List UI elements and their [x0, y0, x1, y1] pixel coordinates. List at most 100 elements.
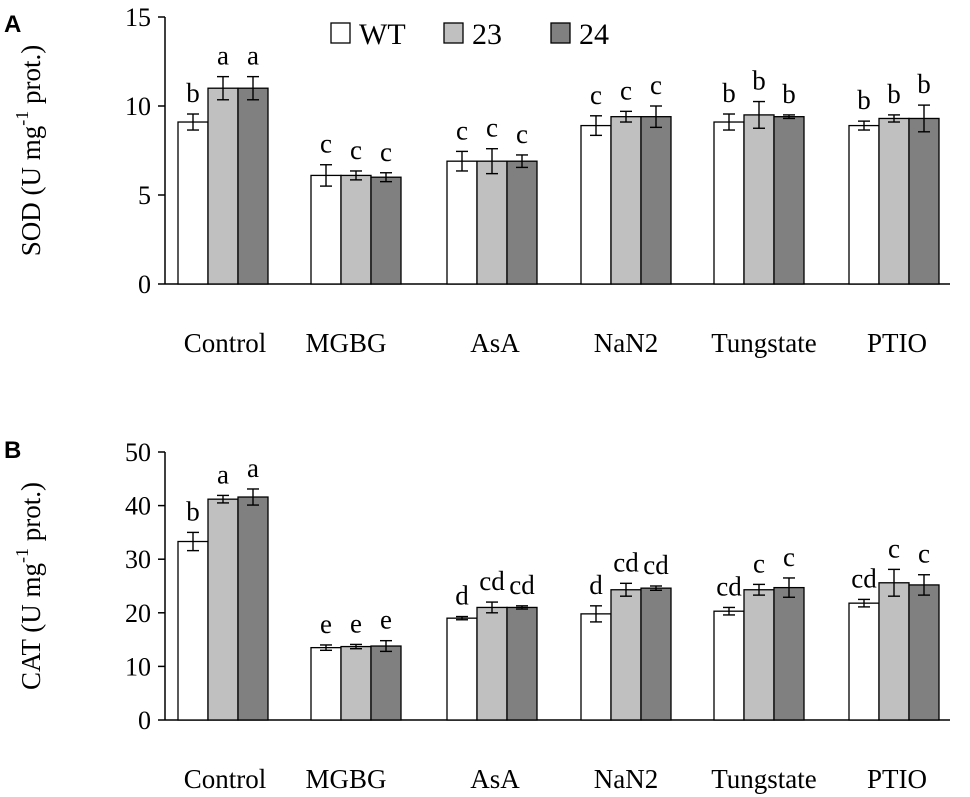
significance-label: b — [722, 78, 736, 108]
significance-label: a — [247, 453, 259, 483]
bar — [446, 617, 478, 721]
bar — [506, 160, 538, 285]
significance-label: b — [186, 496, 200, 526]
category-label: Tungstate — [711, 328, 817, 358]
y-tick-label: 10 — [125, 652, 151, 681]
significance-label: d — [589, 570, 603, 600]
y-axis-label-text: CAT (U mg-1 prot.) — [12, 482, 46, 690]
bar — [908, 584, 940, 721]
panel-letter-a: A — [4, 11, 21, 38]
significance-label: b — [917, 69, 931, 99]
y-tick-label: 15 — [125, 3, 151, 32]
bar — [340, 174, 372, 285]
bar — [237, 496, 269, 721]
y-tick-label: 30 — [125, 545, 151, 574]
significance-label: c — [486, 113, 498, 143]
significance-label: e — [350, 608, 362, 638]
significance-label: c — [456, 115, 468, 145]
bar — [580, 124, 612, 285]
category-label: Tungstate — [711, 764, 817, 794]
y-axis-label: CAT (U mg-1 prot.) — [12, 482, 46, 690]
y-tick-label: 20 — [125, 599, 151, 628]
bar — [207, 87, 239, 285]
bar — [743, 589, 775, 721]
bar — [446, 160, 478, 285]
y-axis-label-main: CAT (U mg — [16, 563, 46, 690]
y-axis-label-tail: prot.) — [16, 45, 46, 111]
bar — [713, 121, 745, 285]
y-tick-label: 0 — [138, 270, 151, 299]
bar — [340, 645, 372, 721]
significance-label: a — [217, 41, 229, 71]
significance-label: cd — [716, 571, 742, 601]
significance-label: a — [247, 41, 259, 71]
significance-label: c — [350, 135, 362, 165]
bar — [370, 645, 402, 721]
significance-label: a — [217, 459, 229, 489]
significance-label: e — [380, 605, 392, 635]
y-axis-label-sup: -1 — [12, 111, 32, 126]
bar — [207, 498, 239, 721]
significance-label: c — [918, 539, 930, 569]
significance-label: cd — [613, 547, 639, 577]
significance-label: b — [782, 79, 796, 109]
significance-label: c — [590, 80, 602, 110]
bar — [773, 116, 805, 285]
bar — [476, 160, 508, 285]
significance-label: c — [320, 129, 332, 159]
bar — [177, 540, 209, 721]
significance-label: cd — [643, 550, 669, 580]
significance-label: b — [186, 78, 200, 108]
significance-label: c — [753, 548, 765, 578]
bar — [610, 589, 642, 721]
y-tick-label: 5 — [138, 181, 151, 210]
panel-letter-b: B — [4, 437, 21, 464]
category-label: AsA — [470, 764, 520, 794]
bar — [878, 582, 910, 721]
y-axis-label-tail: prot.) — [16, 482, 46, 548]
category-label: MGBG — [305, 764, 386, 794]
bar — [476, 606, 508, 721]
significance-label: d — [455, 581, 469, 611]
significance-label: cd — [479, 566, 505, 596]
significance-label: c — [650, 70, 662, 100]
bar — [610, 116, 642, 285]
significance-label: c — [380, 137, 392, 167]
bar — [310, 646, 342, 721]
significance-label: c — [783, 542, 795, 572]
legend-swatch — [330, 22, 351, 44]
y-axis-label-sup: -1 — [12, 548, 32, 563]
significance-label: c — [516, 119, 528, 149]
y-tick-label: 40 — [125, 492, 151, 521]
significance-label: c — [888, 533, 900, 563]
bar — [506, 606, 538, 721]
category-label: PTIO — [867, 328, 927, 358]
bar — [640, 587, 672, 721]
y-axis-label-main: SOD (U mg — [16, 126, 46, 257]
significance-label: cd — [509, 570, 535, 600]
bar — [908, 117, 940, 285]
bar — [237, 87, 269, 285]
y-tick-label: 50 — [125, 438, 151, 467]
significance-label: b — [857, 85, 871, 115]
significance-label: b — [752, 66, 766, 96]
legend-swatch — [550, 22, 571, 44]
bar — [640, 116, 672, 285]
significance-label: cd — [851, 563, 877, 593]
y-tick-label: 0 — [138, 706, 151, 735]
bar — [878, 117, 910, 285]
y-axis-label-text: SOD (U mg-1 prot.) — [12, 45, 46, 257]
category-label: PTIO — [867, 764, 927, 794]
category-label: AsA — [470, 328, 520, 358]
category-label: NaN2 — [594, 328, 658, 358]
legend-label: 23 — [472, 18, 502, 51]
bar — [310, 174, 342, 285]
significance-label: b — [887, 79, 901, 109]
bar — [713, 610, 745, 721]
bar — [177, 121, 209, 285]
significance-label: e — [320, 609, 332, 639]
bar — [773, 586, 805, 721]
